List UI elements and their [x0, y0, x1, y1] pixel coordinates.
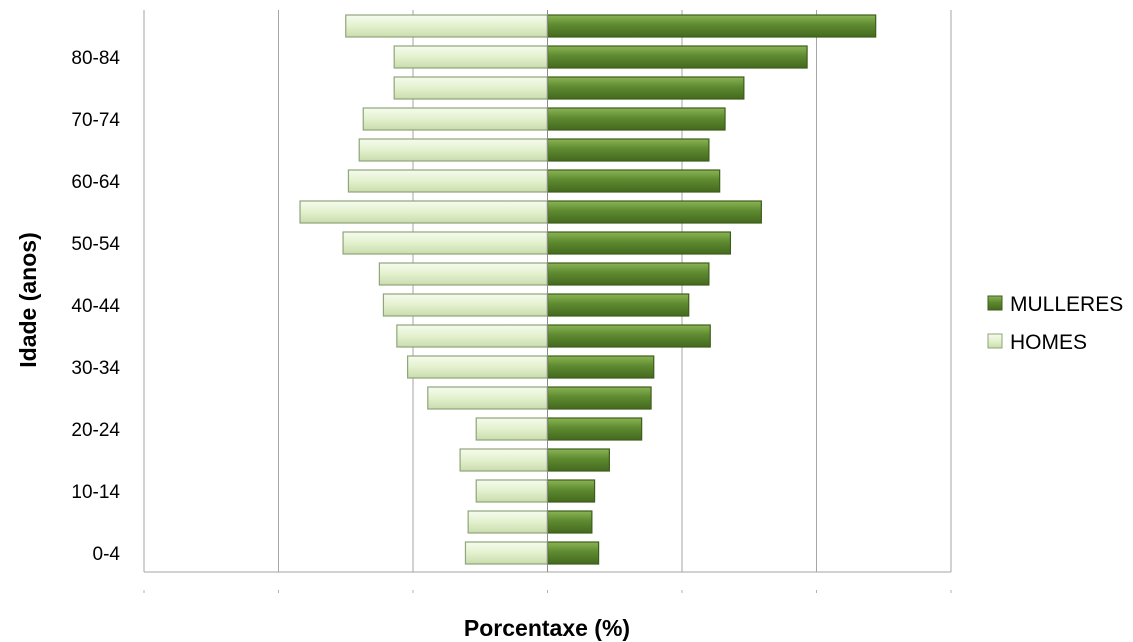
- legend-label-homes: HOMES: [1010, 331, 1087, 354]
- legend: MULLERES HOMES: [987, 293, 1123, 354]
- bar-mulleres-75-79: [546, 76, 745, 100]
- x-axis-title: Porcentaxe (%): [464, 615, 630, 641]
- bar-homes-20-24: [475, 417, 549, 441]
- y-tick-label: 80-84: [71, 48, 120, 69]
- legend-item-homes: HOMES: [987, 331, 1087, 354]
- bar-homes-5-9: [467, 510, 549, 534]
- bar-homes-75-79: [393, 76, 549, 100]
- bar-homes-45-49: [378, 262, 549, 286]
- x-axis: [143, 571, 952, 593]
- bar-mulleres-40-44: [546, 293, 690, 317]
- bar-mulleres-5-9: [546, 510, 593, 534]
- bar-homes-65-69: [358, 138, 549, 162]
- y-tick-label: 20-24: [71, 420, 120, 441]
- bar-mulleres-35-39: [546, 324, 711, 348]
- y-tick-label: 70-74: [71, 110, 120, 131]
- legend-label-mulleres: MULLERES: [1010, 293, 1123, 316]
- bar-mulleres-10-14: [546, 479, 596, 503]
- y-tick-label: 60-64: [71, 172, 120, 193]
- bar-mulleres-65-69: [546, 138, 710, 162]
- y-tick-label: 50-54: [71, 234, 120, 255]
- bar-mulleres-80-84: [546, 45, 808, 69]
- bar-homes-50-54: [342, 231, 549, 255]
- bar-mulleres-55-59: [546, 200, 762, 224]
- bar-homes-10-14: [475, 479, 549, 503]
- y-tick-label: 10-14: [71, 482, 120, 503]
- y-axis-title: Idade (anos): [15, 232, 41, 367]
- bar-mulleres-0-4: [546, 541, 600, 565]
- y-tick-label: 40-44: [71, 296, 120, 317]
- y-tick-labels: 0-4 10-14 20-24 30-34 40-44 50-54 60-64 70-74 80…: [71, 48, 120, 565]
- bar-homes-35-39: [396, 324, 549, 348]
- bar-homes-70-74: [362, 107, 549, 131]
- bar-mulleres-20-24: [546, 417, 643, 441]
- bar-mulleres-85+: [546, 14, 877, 38]
- bar-mulleres-60-64: [546, 169, 721, 193]
- bar-homes-55-59: [299, 200, 549, 224]
- bar-mulleres-45-49: [546, 262, 710, 286]
- bar-homes-85+: [345, 14, 549, 38]
- bar-homes-60-64: [347, 169, 549, 193]
- bar-homes-0-4: [464, 541, 549, 565]
- bar-mulleres-30-34: [546, 355, 655, 379]
- y-tick-label: 0-4: [93, 544, 121, 565]
- y-tick-label: 30-34: [71, 358, 120, 379]
- bars: [299, 10, 877, 572]
- bar-mulleres-50-54: [546, 231, 732, 255]
- bar-mulleres-25-29: [546, 386, 652, 410]
- bar-homes-30-34: [407, 355, 549, 379]
- gridlines: [143, 10, 952, 572]
- legend-swatch-mulleres: [987, 295, 1003, 311]
- bar-homes-15-19: [459, 448, 549, 472]
- bar-mulleres-15-19: [546, 448, 610, 472]
- bar-homes-80-84: [393, 45, 549, 69]
- bar-homes-40-44: [382, 293, 549, 317]
- bar-homes-25-29: [427, 386, 549, 410]
- legend-item-mulleres: MULLERES: [987, 293, 1123, 316]
- legend-swatch-homes: [987, 333, 1003, 349]
- bar-mulleres-70-74: [546, 107, 726, 131]
